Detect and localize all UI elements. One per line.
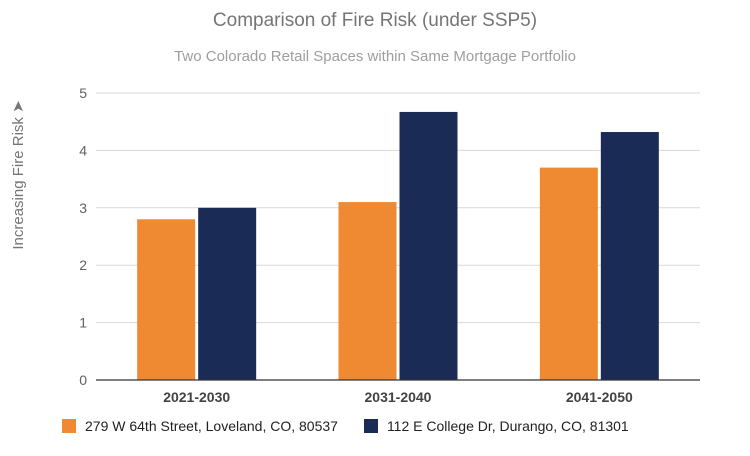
chart-subtitle: Two Colorado Retail Spaces within Same M… xyxy=(174,48,576,65)
y-tick-label: 4 xyxy=(79,142,87,158)
y-tick-label: 5 xyxy=(79,85,87,101)
bar xyxy=(338,202,397,380)
legend-item-durango: 112 E College Dr, Durango, CO, 81301 xyxy=(363,418,629,434)
x-tick-label: 2031-2040 xyxy=(365,389,432,405)
chart-title: Comparison of Fire Risk (under SSP5) xyxy=(212,10,538,31)
y-tick-label: 0 xyxy=(79,372,87,388)
legend-swatch-loveland xyxy=(62,419,76,433)
bar xyxy=(198,207,257,380)
y-tick-label: 2 xyxy=(79,257,87,273)
legend-item-loveland: 279 W 64th Street, Loveland, CO, 80537 xyxy=(62,418,338,434)
legend-swatch-durango xyxy=(363,419,378,433)
bar xyxy=(137,219,196,380)
legend-label-durango: 112 E College Dr, Durango, CO, 81301 xyxy=(386,418,629,434)
y-tick-label: 3 xyxy=(79,200,87,216)
bar xyxy=(399,111,458,380)
x-tick-label: 2041-2050 xyxy=(566,389,633,405)
bar xyxy=(600,132,659,380)
y-tick-label: 1 xyxy=(79,315,87,331)
x-tick-label: 2021-2030 xyxy=(163,389,230,405)
legend-label-loveland: 279 W 64th Street, Loveland, CO, 80537 xyxy=(85,418,338,434)
bar xyxy=(539,167,598,380)
legend: 279 W 64th Street, Loveland, CO, 80537 1… xyxy=(62,418,655,434)
